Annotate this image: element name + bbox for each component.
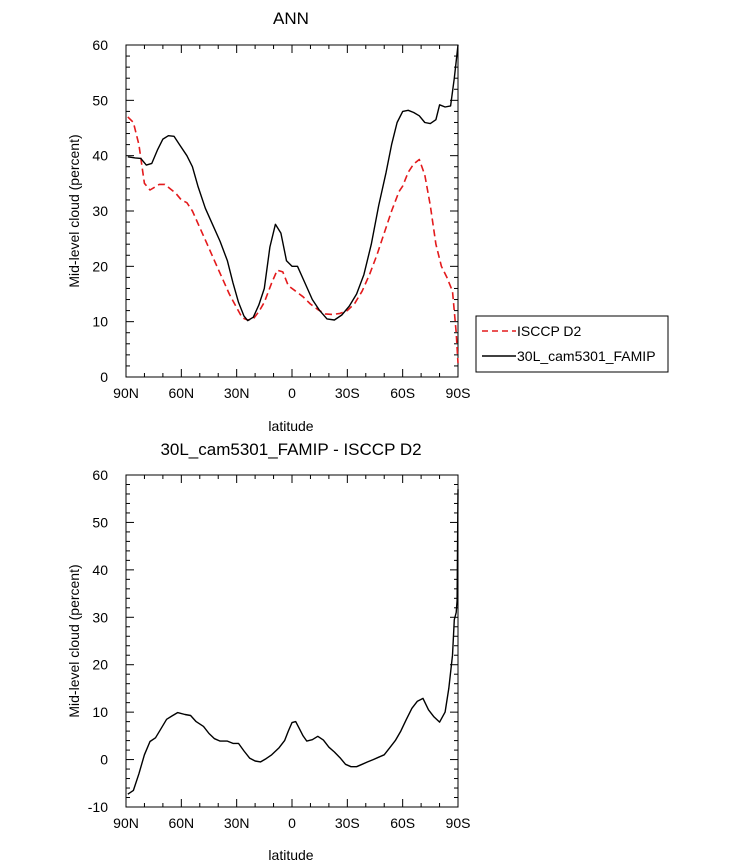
- y-tick-label: 50: [92, 514, 108, 530]
- chart-title: 30L_cam5301_FAMIP - ISCCP D2: [160, 440, 421, 459]
- y-tick-label: 10: [92, 704, 108, 720]
- x-tick-label: 90S: [446, 385, 471, 401]
- series-line-30l-cam5301-famip: [127, 44, 459, 322]
- chart-ann: ANN 90N 60N 30N 0 30S 60S 90S 0 10 20 30 40 50 60 lat…: [66, 9, 669, 434]
- x-tick-label: 90N: [113, 385, 139, 401]
- legend-box: [475, 315, 669, 373]
- series-group: [127, 489, 459, 795]
- series-group: [127, 44, 459, 364]
- plot-frame: [125, 44, 459, 378]
- axis-ticks: 90N 60N 30N 0 30S 60S 90S 0 10 20 30 40 50 60: [92, 37, 470, 401]
- y-tick-label: 0: [100, 752, 108, 768]
- y-tick-label: 30: [92, 203, 108, 219]
- x-axis-label: latitude: [268, 418, 313, 434]
- x-tick-label: 90S: [446, 815, 471, 831]
- series-line-difference: [127, 489, 459, 795]
- legend-label-isccp: ISCCP D2: [517, 323, 582, 339]
- y-axis-label: Mid-level cloud (percent): [66, 564, 82, 717]
- y-tick-label: 0: [100, 369, 108, 385]
- y-tick-label: 40: [92, 148, 108, 164]
- y-tick-label: 60: [92, 37, 108, 53]
- y-tick-label: 40: [92, 562, 108, 578]
- x-tick-label: 60N: [168, 815, 194, 831]
- x-tick-label: 0: [288, 385, 296, 401]
- x-tick-label: 30S: [335, 815, 360, 831]
- chart-title: ANN: [273, 9, 309, 28]
- axis-ticks: 90N 60N 30N 0 30S 60S 90S -10 0 10 20 30 40 50 60: [88, 467, 471, 831]
- legend-label-model: 30L_cam5301_FAMIP: [517, 348, 656, 364]
- x-tick-label: 30N: [224, 385, 250, 401]
- x-tick-label: 0: [288, 815, 296, 831]
- x-tick-label: 60S: [390, 815, 415, 831]
- x-tick-label: 30S: [335, 385, 360, 401]
- y-axis-label: Mid-level cloud (percent): [66, 134, 82, 287]
- y-tick-label: 50: [92, 92, 108, 108]
- chart-difference: 30L_cam5301_FAMIP - ISCCP D2 90N 60N 30N 0 3…: [66, 440, 470, 863]
- x-tick-label: 30N: [224, 815, 250, 831]
- legend: ISCCP D2 30L_cam5301_FAMIP: [475, 315, 669, 373]
- y-tick-label: 20: [92, 258, 108, 274]
- y-tick-label: 30: [92, 609, 108, 625]
- x-tick-label: 60S: [390, 385, 415, 401]
- x-tick-label: 60N: [168, 385, 194, 401]
- x-axis-label: latitude: [268, 847, 313, 863]
- y-tick-label: 20: [92, 657, 108, 673]
- series-line-isccp-d2: [127, 116, 459, 364]
- y-tick-label: -10: [88, 799, 108, 815]
- y-tick-label: 10: [92, 314, 108, 330]
- plot-frame: [125, 474, 459, 808]
- y-tick-label: 60: [92, 467, 108, 483]
- x-tick-label: 90N: [113, 815, 139, 831]
